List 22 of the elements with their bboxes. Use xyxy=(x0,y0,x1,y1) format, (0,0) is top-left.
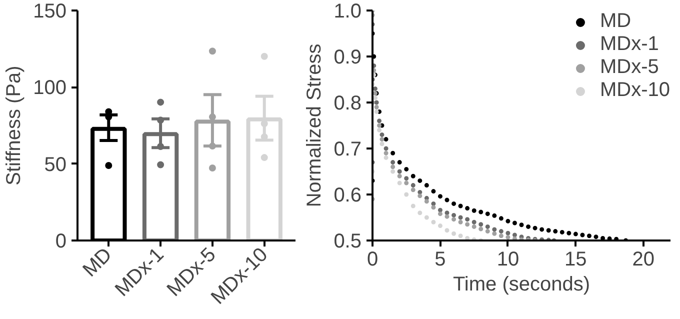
y-tick-label: 150 xyxy=(33,0,67,22)
y-tick-label: 0.5 xyxy=(334,230,362,252)
x-tick-label: 10 xyxy=(496,248,520,270)
y-tick-label: 0.9 xyxy=(334,46,362,68)
y-tick-label: 0.6 xyxy=(334,184,362,206)
legend-label: MDx-5 xyxy=(600,56,659,79)
x-tick-label: 5 xyxy=(434,248,446,270)
legend-label: MDx-10 xyxy=(600,79,670,102)
x-tick-label: 0 xyxy=(366,248,378,270)
x-axis-title: Time (seconds) xyxy=(452,274,590,296)
x-tick-label: 15 xyxy=(564,248,587,270)
y-tick-label: 1.0 xyxy=(334,0,362,22)
x-tick-label: 20 xyxy=(632,248,655,270)
x-tick-label: MD xyxy=(78,244,116,282)
y-tick-label: 0.7 xyxy=(334,138,362,160)
y-tick-label: 50 xyxy=(44,154,67,176)
legend-label: MD xyxy=(600,10,632,33)
y-axis-title: Stiffness (Pa) xyxy=(3,66,26,186)
legend-label: MDx-1 xyxy=(600,33,659,56)
y-tick-label: 100 xyxy=(33,77,67,100)
y-axis-title: Normalized Stress xyxy=(304,44,326,208)
y-tick-label: 0.8 xyxy=(334,92,362,114)
